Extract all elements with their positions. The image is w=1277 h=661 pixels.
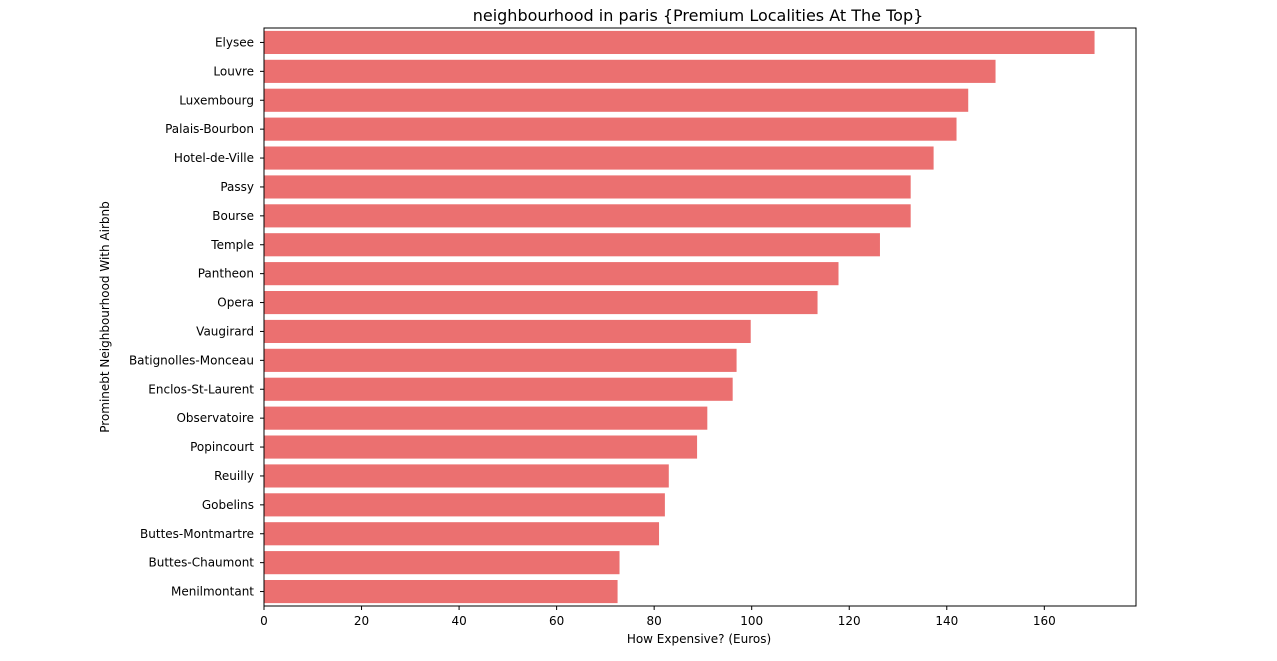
bar-louvre: [264, 59, 996, 83]
y-tick-label: Reuilly: [214, 469, 254, 483]
bar-buttes-montmartre: [264, 522, 660, 546]
bar-pantheon: [264, 262, 839, 286]
bar-passy: [264, 175, 911, 199]
x-tick-label: 140: [935, 614, 958, 628]
y-tick-label: Elysee: [215, 35, 254, 49]
bar-observatoire: [264, 406, 708, 430]
y-tick-label: Louvre: [213, 64, 254, 78]
bar-opera: [264, 290, 818, 315]
y-tick-label: Popincourt: [190, 440, 254, 454]
x-axis-ticks: 0 20 40 60 80 100 120 140 160: [260, 606, 1056, 628]
bar-batignolles-monceau: [264, 348, 737, 372]
x-tick-label: 100: [740, 614, 763, 628]
x-tick-label: 80: [647, 614, 662, 628]
y-tick-label: Palais-Bourbon: [165, 122, 254, 136]
bar-reuilly: [264, 464, 669, 488]
x-tick-label: 120: [838, 614, 861, 628]
y-tick-label: Vaugirard: [196, 324, 254, 338]
y-tick-label: Buttes-Chaumont: [149, 556, 255, 570]
y-tick-label: Hotel-de-Ville: [174, 151, 254, 165]
y-tick-label: Bourse: [212, 209, 254, 223]
bar-popincourt: [264, 435, 698, 459]
bar-elysee: [264, 30, 1095, 55]
y-tick-label: Menilmontant: [171, 585, 254, 599]
y-tick-label: Batignolles-Monceau: [129, 353, 254, 367]
y-tick-label: Buttes-Montmartre: [140, 527, 254, 541]
plot-frame: [263, 27, 1137, 607]
x-axis-label: How Expensive? (Euros): [627, 632, 771, 646]
y-axis-label: Prominebt Neighbourhood With Airbnb: [98, 201, 112, 433]
x-tick-label: 160: [1033, 614, 1056, 628]
bar-vaugirard: [264, 319, 751, 344]
y-tick-label: Observatoire: [176, 411, 254, 425]
y-tick-label: Opera: [217, 296, 254, 310]
y-tick-label: Passy: [220, 180, 254, 194]
x-tick-label: 20: [354, 614, 369, 628]
bar-enclos-st-laurent: [264, 377, 733, 401]
y-tick-label: Luxembourg: [179, 93, 254, 107]
x-tick-label: 40: [451, 614, 466, 628]
x-tick-label: 60: [549, 614, 564, 628]
bars-group: [264, 30, 1095, 604]
bar-palais-bourbon: [264, 117, 957, 141]
bar-bourse: [264, 204, 911, 228]
y-tick-label: Enclos-St-Laurent: [148, 382, 254, 396]
y-axis-ticks: Elysee Louvre Luxembourg Palais-Bourbon Hote…: [129, 35, 264, 599]
y-tick-label: Gobelins: [202, 498, 254, 512]
bar-luxembourg: [264, 88, 969, 112]
y-tick-label: Temple: [210, 238, 254, 252]
x-tick-label: 0: [260, 614, 268, 628]
bar-buttes-chaumont: [264, 551, 620, 575]
chart-title: neighbourhood in paris {Premium Localiti…: [473, 6, 924, 25]
y-tick-label: Pantheon: [198, 267, 254, 281]
bar-hotel-de-ville: [264, 146, 934, 170]
bar-gobelins: [264, 493, 665, 517]
bar-menilmontant: [264, 579, 618, 604]
bar-temple: [264, 233, 880, 257]
